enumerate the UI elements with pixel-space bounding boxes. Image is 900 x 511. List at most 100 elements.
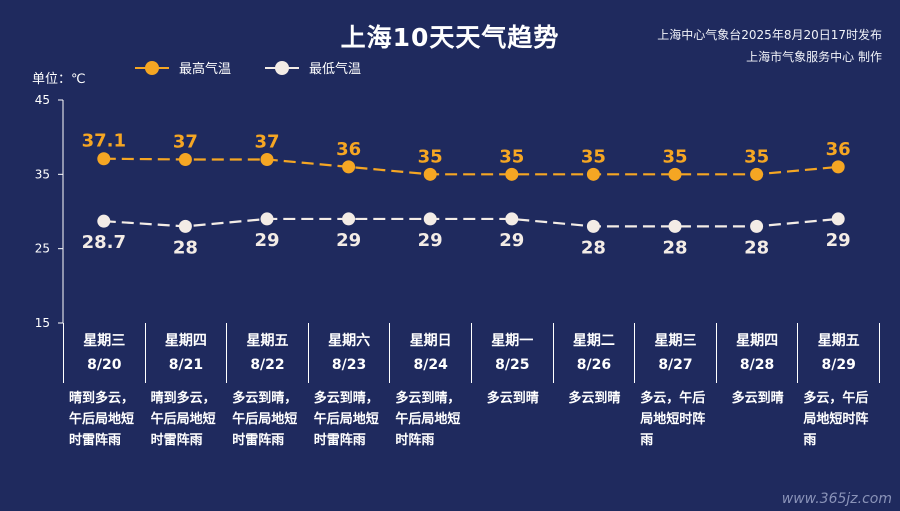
high-temp-point: [750, 167, 764, 181]
day-date: 8/23: [331, 357, 367, 373]
day-date: 8/20: [87, 357, 122, 373]
day-cell: 星期四 8/28: [717, 323, 799, 383]
low-temp-point: [668, 219, 682, 233]
low-temp-label: 28.7: [82, 232, 126, 253]
high-temp-label: 35: [499, 146, 524, 167]
day-date: 8/25: [495, 357, 530, 373]
day-weekday: 星期四: [736, 333, 779, 349]
watermark: www.365jz.com: [781, 491, 892, 507]
high-temp-point: [505, 167, 519, 181]
publisher-line-1: 上海中心气象台2025年8月20日17时发布: [657, 28, 882, 42]
day-cell: 星期三 8/27: [635, 323, 717, 383]
day-date: 8/21: [168, 357, 204, 373]
high-temp-point: [342, 160, 356, 174]
y-tick-label: 35: [35, 167, 50, 181]
low-temp-label: 29: [254, 230, 279, 251]
day-date: 8/22: [250, 357, 285, 373]
day-weather-description: 多云到晴: [568, 391, 621, 406]
high-temp-line: [103, 157, 839, 176]
high-temp-label: 36: [826, 139, 851, 160]
day-weekday: 星期三: [654, 333, 697, 349]
day-weather-description: 多云到晴，午后局地短时雷阵雨: [313, 391, 379, 448]
day-header-row: 星期三 8/20 星期四 8/21 星期五 8/22 星期六 8/23 星期日 8/24 星期一 8/…: [63, 323, 880, 383]
high-temp-label: 35: [744, 146, 769, 167]
chart-title: 上海10天天气趋势: [340, 23, 560, 52]
day-weather-description: 多云到晴，午后局地短时阵雨: [395, 391, 461, 448]
day-cell: 星期五 8/22: [227, 323, 309, 383]
day-weekday: 星期三: [83, 333, 126, 349]
low-temp-label: 28: [173, 237, 198, 258]
legend: 最高气温 最低气温: [135, 58, 361, 77]
high-temp-label: 35: [418, 146, 443, 167]
high-temp-point: [423, 167, 437, 181]
day-weekday: 星期日: [409, 333, 452, 349]
legend-low-label: 最低气温: [309, 62, 362, 77]
publisher-line-2: 上海市气象服务中心 制作: [746, 50, 882, 64]
low-temp-label: 29: [826, 230, 851, 251]
publisher-info: 上海中心气象台2025年8月20日17时发布 上海市气象服务中心 制作: [657, 24, 882, 68]
low-temp-label: 29: [499, 230, 524, 251]
high-temp-label: 36: [336, 139, 361, 160]
day-date: 8/26: [576, 357, 612, 373]
weather-description-row: 晴到多云，午后局地短时雷阵雨 晴到多云，午后局地短时雷阵雨 多云到晴，午后局地短时雷…: [63, 388, 879, 451]
low-temp-label: 28: [744, 237, 769, 258]
day-cell: 星期六 8/23: [309, 323, 391, 383]
day-date: 8/27: [658, 357, 693, 373]
day-cell: 星期日 8/24: [390, 323, 472, 383]
day-weekday: 星期六: [328, 333, 371, 349]
day-weekday: 星期二: [572, 333, 615, 349]
legend-high-label: 最高气温: [179, 62, 232, 77]
day-weather-description: 晴到多云，午后局地短时雷阵雨: [69, 391, 135, 448]
low-temp-point: [260, 212, 274, 226]
low-temp-point: [97, 214, 111, 228]
day-cell: 星期五 8/29: [798, 323, 880, 383]
day-weekday: 星期五: [817, 333, 860, 349]
day-date: 8/24: [413, 357, 448, 373]
day-cell: 星期二 8/26: [554, 323, 636, 383]
high-temp-point: [260, 152, 274, 166]
day-weather-description: 多云，午后局地短时阵雨: [640, 391, 706, 448]
legend-high-marker-icon: [135, 60, 169, 75]
y-tick-label: 25: [35, 242, 50, 256]
high-temp-label: 37: [254, 131, 279, 152]
day-weather-description: 晴到多云，午后局地短时雷阵雨: [150, 391, 216, 448]
day-cell: 星期一 8/25: [472, 323, 554, 383]
y-tick-label: 15: [35, 316, 50, 330]
low-temp-label: 28: [662, 237, 687, 258]
low-temp-label: 28: [581, 237, 606, 258]
day-weather-description: 多云到晴: [731, 391, 784, 406]
low-temp-line: [103, 217, 839, 228]
low-temp-label: 29: [336, 230, 361, 251]
day-cell: 星期三 8/20: [64, 323, 146, 383]
high-temp-point: [668, 167, 682, 181]
low-temp-point: [750, 219, 764, 233]
legend-low-marker-icon: [265, 60, 300, 75]
high-temp-point: [97, 152, 111, 166]
day-weekday: 星期四: [164, 333, 207, 349]
high-temp-point: [178, 152, 192, 166]
day-date: 8/28: [739, 357, 775, 373]
high-temp-point: [831, 160, 845, 174]
low-temp-point: [342, 212, 356, 226]
legend-high: 最高气温: [135, 58, 231, 77]
legend-low: 最低气温: [265, 58, 361, 77]
y-tick-label: 45: [35, 93, 50, 107]
unit-label: 单位：℃: [32, 72, 86, 87]
day-date: 8/29: [821, 357, 856, 373]
high-temp-label: 37.1: [82, 131, 126, 152]
day-weather-description: 多云到晴，午后局地短时雷阵雨: [232, 391, 298, 448]
low-temp-point: [505, 212, 519, 226]
day-weekday: 星期五: [246, 333, 289, 349]
low-temp-point: [178, 219, 192, 233]
day-weather-description: 多云到晴: [486, 391, 539, 406]
low-temp-label: 29: [418, 230, 443, 251]
low-temp-point: [586, 219, 600, 233]
high-temp-label: 35: [662, 146, 687, 167]
day-weather-description: 多云，午后局地短时阵雨: [803, 391, 869, 448]
low-temp-point: [423, 212, 437, 226]
high-temp-point: [586, 167, 600, 181]
day-cell: 星期四 8/21: [146, 323, 228, 383]
high-temp-label: 35: [581, 146, 606, 167]
high-temp-label: 37: [173, 131, 198, 152]
